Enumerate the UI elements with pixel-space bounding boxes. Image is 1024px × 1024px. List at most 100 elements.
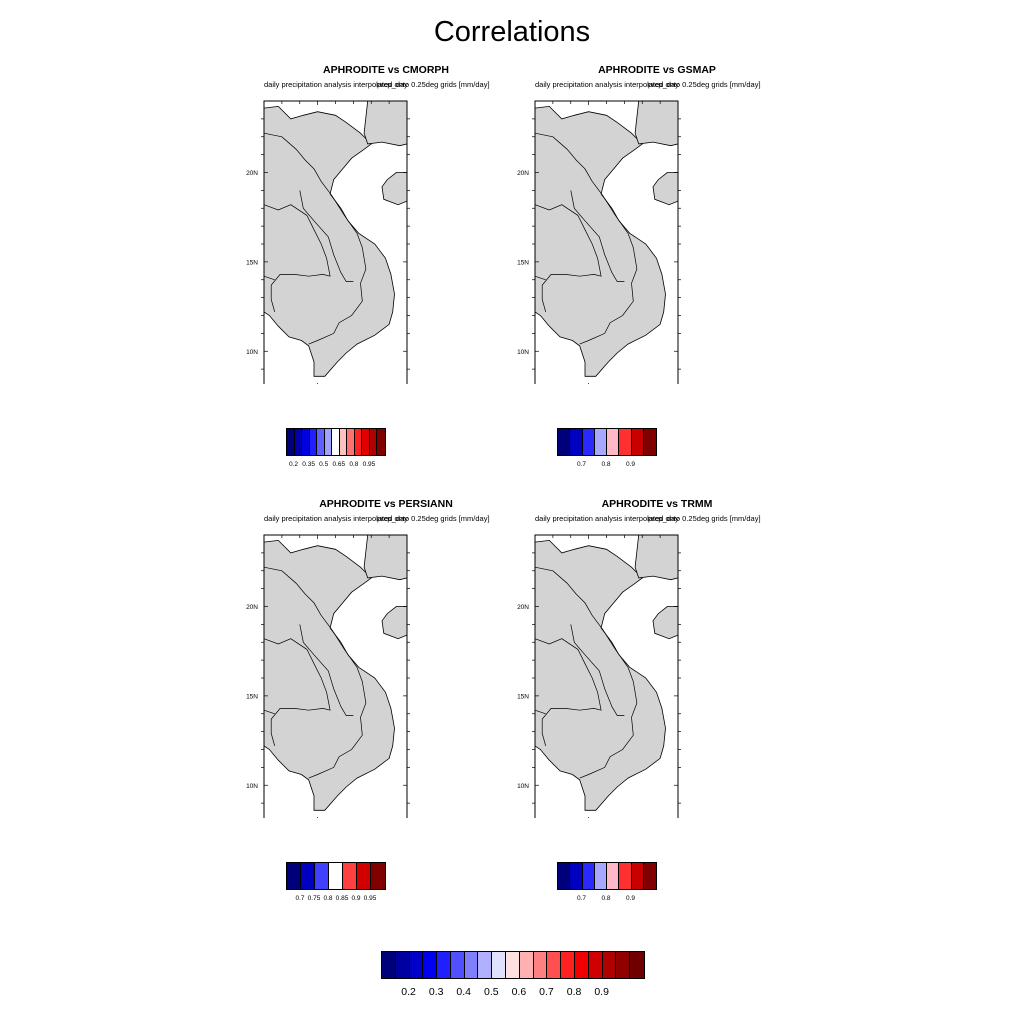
colorbar-swatch [582, 863, 595, 889]
land-mainland [263, 105, 395, 377]
colorbar-swatch [616, 952, 631, 978]
country-border [534, 709, 546, 715]
panel-subtitle-right: prcp_day [377, 80, 408, 89]
colorbar-swatch [582, 429, 595, 455]
colorbar-swatch [395, 952, 410, 978]
panel-title: APHRODITE vs CMORPH [322, 64, 449, 76]
shared-colorbar-labels: 0.2 0.3 0.4 0.5 0.6 0.7 0.8 0.9 [381, 986, 643, 1000]
panel-title: APHRODITE vs PERSIANN [319, 498, 453, 510]
colorbar-swatch [371, 863, 385, 889]
colorbar-label: 0.8 [601, 895, 611, 902]
panel-subtitle-right: prcp_day [648, 514, 679, 523]
land-east [363, 534, 408, 581]
panel-subtitle-left: daily precipitation analysis interpolate… [535, 514, 761, 523]
colorbar-label: 0.95 [363, 895, 377, 902]
land-east [634, 100, 679, 147]
lat-tick-label: 15N [517, 259, 529, 266]
colorbar-swatch [561, 952, 575, 978]
panel-colorbar-labels: 0.2 0.35 0.5 0.65 0.8 0.95 [286, 461, 384, 471]
panel-colorbar [286, 428, 386, 456]
panel-title: APHRODITE vs TRMM [601, 498, 713, 510]
colorbar-swatch [607, 429, 620, 455]
panel-subtitle-left: daily precipitation analysis interpolate… [535, 80, 761, 89]
panel-colorbar-labels: 0.7 0.75 0.8 0.85 0.9 0.95 [286, 895, 384, 905]
colorbar-swatch [369, 429, 378, 455]
land-island [652, 172, 679, 206]
colorbar-swatch [437, 952, 451, 978]
colorbar-swatch [382, 952, 396, 978]
map: 20N15N10N105E110E [246, 100, 410, 384]
panel-subtitle-left: daily precipitation analysis interpolate… [264, 80, 490, 89]
colorbar-swatch [643, 429, 656, 455]
map-panel-persiann: APHRODITE vs PERSIANN daily precipitatio… [236, 498, 536, 928]
colorbar-label: 0.9 [625, 895, 636, 902]
colorbar-label: 0.8 [566, 986, 582, 998]
panel-colorbar-labels: 0.7 0.8 0.9 [557, 895, 655, 905]
colorbar-swatch [506, 952, 520, 978]
colorbar-label: 0.2 [289, 461, 299, 468]
colorbar-swatch [492, 952, 507, 978]
land-mainland [263, 539, 395, 811]
colorbar-swatch [594, 429, 607, 455]
country-border [534, 638, 602, 746]
colorbar-swatch [570, 863, 583, 889]
panel-subtitle-left: daily precipitation analysis interpolate… [264, 514, 490, 523]
colorbar-label: 0.65 [332, 461, 346, 468]
shared-colorbar [381, 951, 645, 979]
colorbar-swatch [533, 952, 548, 978]
colorbar-label: 0.7 [576, 895, 587, 902]
colorbar-swatch [317, 429, 325, 455]
colorbar-label: 0.4 [456, 986, 472, 998]
colorbar-swatch [409, 952, 424, 978]
colorbar-swatch [339, 429, 348, 455]
colorbar-label: 0.3 [428, 986, 444, 998]
country-border [534, 566, 638, 779]
colorbar-swatch [631, 429, 644, 455]
colorbar-swatch [423, 952, 438, 978]
map-panel-trmm: APHRODITE vs TRMM daily precipitation an… [507, 498, 807, 928]
colorbar-label: 0.7 [295, 895, 305, 902]
land-mainland [534, 105, 666, 377]
colorbar-swatch [287, 429, 295, 455]
colorbar-label: 0.9 [594, 986, 609, 998]
colorbar-swatch [619, 429, 632, 455]
land-east [363, 100, 408, 147]
colorbar-swatch [574, 952, 589, 978]
country-border [534, 275, 546, 281]
panel-colorbar [557, 428, 657, 456]
land-mainland [534, 539, 666, 811]
map: 20N15N10N105E110E [517, 100, 681, 384]
colorbar-swatch [450, 952, 465, 978]
lat-tick-label: 20N [246, 170, 258, 177]
country-border [263, 709, 275, 715]
country-border [263, 566, 367, 779]
lat-tick-label: 15N [246, 693, 258, 700]
colorbar-swatch [643, 863, 656, 889]
colorbar-swatch [343, 863, 357, 889]
colorbar-label: 0.6 [511, 986, 527, 998]
colorbar-swatch [547, 952, 562, 978]
map-panel-gsmap: APHRODITE vs GSMAP daily precipitation a… [507, 64, 807, 494]
country-border [299, 624, 354, 716]
colorbar-swatch [354, 429, 363, 455]
land-island [652, 606, 679, 640]
colorbar-swatch [464, 952, 479, 978]
colorbar-swatch [588, 952, 603, 978]
colorbar-label: 0.8 [349, 461, 359, 468]
colorbar-swatch [362, 429, 370, 455]
colorbar-swatch [570, 429, 583, 455]
colorbar-swatch [631, 863, 644, 889]
colorbar-swatch [324, 429, 333, 455]
colorbar-swatch [558, 863, 571, 889]
colorbar-swatch [558, 429, 571, 455]
colorbar-swatch [309, 429, 318, 455]
panel-colorbar-labels: 0.7 0.8 0.9 [557, 461, 655, 471]
panel-title: APHRODITE vs GSMAP [598, 64, 716, 76]
country-border [263, 204, 331, 312]
colorbar-swatch [478, 952, 493, 978]
map-panel-cmorph: APHRODITE vs CMORPH daily precipitation … [236, 64, 536, 494]
colorbar-swatch [315, 863, 329, 889]
panel-colorbar [286, 862, 386, 890]
country-border [263, 132, 367, 345]
lat-tick-label: 20N [517, 604, 529, 611]
